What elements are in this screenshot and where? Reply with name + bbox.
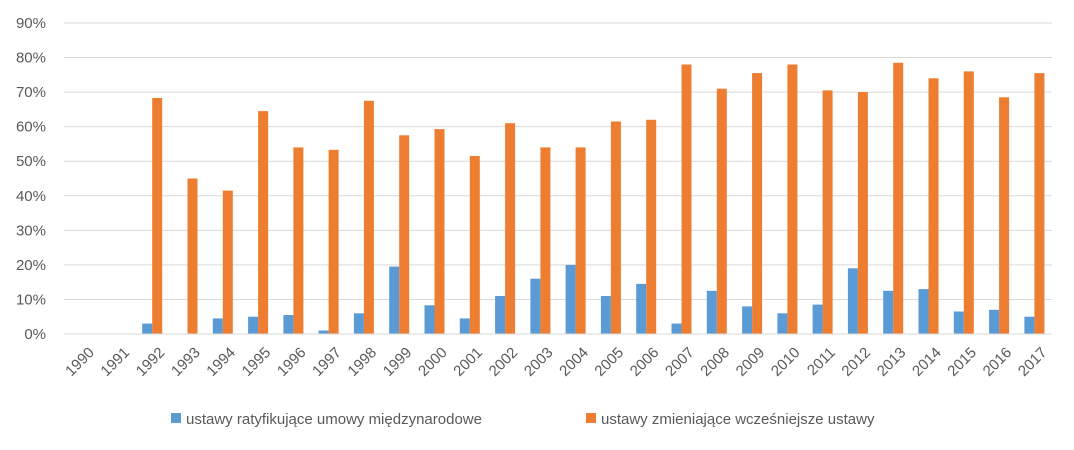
bar-series-2-2012 — [857, 92, 868, 334]
bar-series-1-2008 — [706, 290, 717, 334]
x-tick-label: 1993 — [168, 344, 204, 380]
bar-series-1-1995 — [248, 316, 259, 334]
bar-series-2-2000 — [434, 129, 445, 334]
bar-series-1-2017 — [1024, 316, 1035, 334]
legend-swatch-series-1 — [171, 413, 181, 423]
x-tick-label: 2011 — [804, 344, 839, 379]
y-tick-label: 20% — [16, 257, 46, 274]
bar-series-1-2014 — [918, 289, 929, 334]
x-tick-label: 2009 — [733, 344, 769, 380]
y-tick-label: 60% — [16, 119, 46, 136]
x-tick-label: 2000 — [415, 344, 451, 380]
bar-series-1-2000 — [424, 305, 435, 334]
x-tick-label: 1992 — [133, 344, 169, 380]
x-tick-label: 1990 — [62, 344, 98, 380]
y-tick-label: 0% — [24, 326, 46, 343]
gridlines — [64, 22, 1052, 300]
y-tick-label: 80% — [16, 50, 46, 67]
bar-series-2-1997 — [328, 149, 339, 334]
x-tick-label: 2010 — [768, 344, 804, 380]
bar-series-2-2011 — [822, 90, 833, 335]
x-tick-label: 2001 — [450, 344, 486, 380]
bars — [142, 62, 1045, 335]
bar-series-1-2009 — [742, 306, 753, 334]
bar-series-1-1994 — [212, 318, 223, 334]
bar-series-2-2008 — [716, 88, 727, 334]
x-tick-label: 2003 — [521, 344, 557, 380]
x-tick-label: 1994 — [203, 344, 239, 380]
legend: ustawy ratyfikujące umowy międzynarodowe… — [171, 411, 875, 428]
x-tick-label: 1991 — [97, 344, 133, 380]
bar-series-1-2006 — [636, 283, 647, 334]
x-tick-label: 1996 — [274, 344, 310, 380]
bar-series-2-2001 — [469, 156, 480, 334]
bar-series-2-1994 — [222, 190, 233, 334]
x-tick-label: 2005 — [591, 344, 627, 380]
y-tick-label: 90% — [16, 15, 46, 32]
bar-series-1-2013 — [883, 290, 894, 334]
bar-series-2-2015 — [963, 71, 974, 335]
bar-series-2-2016 — [999, 97, 1010, 334]
bar-series-1-1999 — [389, 266, 400, 334]
bar-series-1-2004 — [565, 264, 576, 334]
bar-series-1-2010 — [777, 313, 788, 334]
x-axis-ticks: 1990 1991 1992 1993 1994 1995 1996 1997 1998 1999… — [62, 344, 1050, 380]
bar-series-1-1996 — [283, 315, 294, 334]
bar-series-1-2016 — [989, 309, 1000, 334]
legend-label-series-1: ustawy ratyfikujące umowy międzynarodowe — [186, 411, 482, 428]
bar-series-2-1992 — [152, 98, 163, 334]
y-tick-label: 30% — [16, 222, 46, 239]
bar-series-2-2017 — [1034, 73, 1045, 334]
bar-series-2-2009 — [752, 73, 763, 334]
x-tick-label: 2012 — [838, 344, 874, 380]
x-tick-label: 1995 — [239, 344, 275, 380]
bar-series-1-2007 — [671, 323, 682, 334]
bar-series-2-2010 — [787, 64, 798, 334]
bar-series-2-1999 — [399, 135, 410, 334]
bar-series-1-1997 — [318, 330, 329, 334]
bar-series-2-2006 — [646, 119, 657, 334]
x-tick-label: 2004 — [556, 344, 592, 380]
x-tick-label: 2007 — [662, 344, 698, 380]
bar-series-2-2002 — [505, 123, 516, 334]
y-tick-label: 70% — [16, 84, 46, 101]
y-axis-ticks: 0% 10% 20% 30% 40% 50% 60% 70% 80% 90% — [16, 15, 46, 343]
x-tick-label: 1998 — [344, 344, 380, 380]
bar-series-1-2011 — [812, 304, 823, 334]
bar-series-2-1993 — [187, 178, 198, 334]
bar-series-2-2014 — [928, 78, 939, 334]
bar-series-2-2007 — [681, 64, 692, 334]
bar-series-1-2012 — [847, 268, 858, 334]
x-tick-label: 2015 — [944, 344, 980, 380]
bar-series-2-2003 — [540, 147, 551, 334]
x-tick-label: 2014 — [909, 344, 945, 380]
y-tick-label: 50% — [16, 153, 46, 170]
bar-series-1-1998 — [353, 313, 364, 334]
y-tick-label: 40% — [16, 188, 46, 205]
x-tick-label: 1997 — [309, 344, 345, 380]
x-tick-label: 2008 — [697, 344, 733, 380]
x-tick-label: 1999 — [380, 344, 416, 380]
bar-series-1-2015 — [953, 311, 964, 334]
x-tick-label: 2017 — [1015, 344, 1051, 380]
bar-series-2-2005 — [610, 121, 621, 334]
x-tick-label: 2002 — [486, 344, 522, 380]
bar-series-1-2003 — [530, 278, 541, 334]
bar-series-2-1995 — [258, 111, 269, 334]
legend-label-series-2: ustawy zmieniające wcześniejsze ustawy — [601, 411, 875, 428]
bar-series-1-2001 — [459, 318, 470, 334]
x-tick-label: 2006 — [627, 344, 663, 380]
y-tick-label: 10% — [16, 291, 46, 308]
bar-series-2-2013 — [893, 62, 904, 334]
x-tick-label: 2013 — [874, 344, 910, 380]
bar-series-1-2002 — [495, 296, 506, 334]
bar-series-1-1992 — [142, 323, 153, 334]
bar-series-2-1996 — [293, 147, 304, 334]
bar-series-2-1998 — [363, 100, 374, 335]
legend-swatch-series-2 — [586, 413, 596, 423]
bar-series-2-2004 — [575, 147, 586, 334]
bar-series-1-2005 — [600, 296, 611, 334]
x-tick-label: 2016 — [980, 344, 1016, 380]
